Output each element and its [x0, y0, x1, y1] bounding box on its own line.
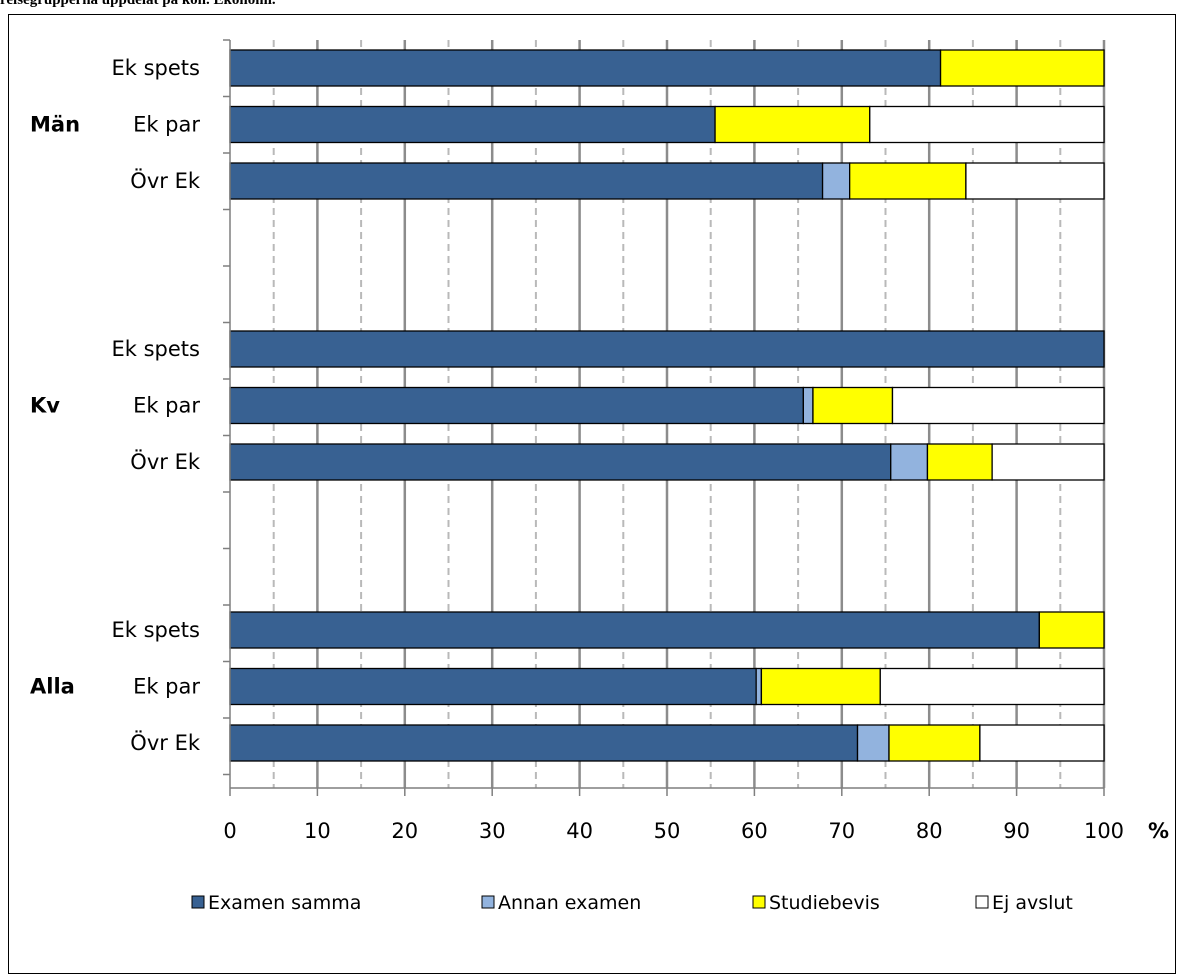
x-tick-label: 50	[654, 819, 681, 843]
bar-segment	[821, 162, 851, 200]
bar-segment	[1038, 611, 1105, 649]
bar-segment	[991, 443, 1105, 481]
bar-segment	[979, 724, 1105, 762]
category-label: Ek spets	[112, 337, 200, 361]
bar-segment	[229, 386, 804, 425]
group-label: Alla	[30, 675, 75, 699]
bar-segment	[869, 105, 1105, 144]
x-tick-label: 60	[741, 819, 768, 843]
bar-segment	[229, 330, 1105, 368]
bar-segment	[229, 611, 1040, 649]
legend-label: Annan examen	[498, 892, 641, 914]
x-tick-label: 100	[1084, 819, 1124, 843]
legend-swatch	[752, 895, 766, 909]
x-tick-label: 70	[828, 819, 855, 843]
unit-label: %	[1148, 819, 1169, 843]
bar-segment	[812, 386, 894, 425]
bar-segment	[229, 443, 892, 481]
bar-segment	[965, 162, 1105, 200]
bar-segment	[939, 49, 1105, 87]
category-label: Övr Ek	[130, 730, 201, 755]
group-label: Kv	[30, 394, 60, 418]
bar-segment	[926, 443, 993, 481]
bar-segment	[760, 667, 881, 706]
bar-segment	[229, 724, 859, 762]
bar-segment	[890, 443, 929, 481]
legend-swatch	[481, 895, 495, 909]
x-tick-label: 40	[566, 819, 593, 843]
group-label: Män	[30, 113, 80, 137]
category-label: Övr Ek	[130, 168, 201, 193]
figure-caption: reisegrupperna uppdelat på kön. Ekonomi.	[0, 0, 276, 8]
bar-segment	[229, 667, 757, 706]
legend-label: Ej avslut	[992, 892, 1073, 914]
x-tick-label: 0	[223, 819, 236, 843]
category-label: Ek spets	[112, 618, 200, 642]
legend-swatch	[191, 895, 205, 909]
x-tick-label: 20	[391, 819, 418, 843]
bar-segment	[849, 162, 967, 200]
category-label: Ek par	[133, 113, 200, 137]
category-label: Ek par	[133, 675, 200, 699]
x-tick-label: 80	[916, 819, 943, 843]
category-label: Ek par	[133, 394, 200, 418]
bar-segment	[856, 724, 890, 762]
bar-segment	[229, 105, 716, 144]
category-label: Övr Ek	[130, 449, 201, 474]
legend-swatch	[975, 895, 989, 909]
legend-label: Examen samma	[208, 892, 361, 914]
bar-segment	[888, 724, 981, 762]
bar-segment	[891, 386, 1105, 425]
legend-label: Studiebevis	[769, 892, 880, 914]
bar-segment	[755, 667, 763, 706]
x-tick-label: 90	[1003, 819, 1030, 843]
bar-segment	[229, 162, 824, 200]
x-tick-label: 10	[304, 819, 331, 843]
bar-segment	[879, 667, 1105, 706]
category-label: Ek spets	[112, 56, 200, 80]
x-tick-label: 30	[479, 819, 506, 843]
bar-segment	[802, 386, 814, 425]
bar-segment	[714, 105, 871, 144]
bar-segment	[229, 49, 942, 87]
